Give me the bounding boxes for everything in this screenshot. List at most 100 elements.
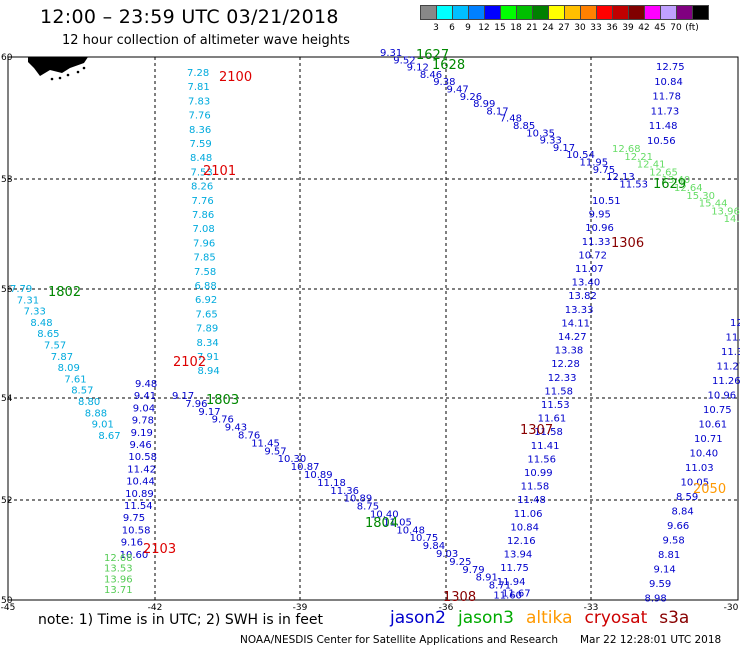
wave-height-value: 10.61: [699, 420, 728, 431]
legend-label-10: 33: [590, 23, 602, 33]
footnote: note: 1) Time is in UTC; 2) SWH is in fe…: [38, 612, 324, 628]
wave-height-value: 6.92: [195, 295, 217, 306]
wave-height-value: 9.47: [447, 85, 469, 96]
wave-height-value: 11.42: [127, 464, 156, 475]
wave-height-value: 9.01: [92, 420, 114, 431]
wave-height-value: 9.46: [130, 440, 152, 451]
satellite-altika: altika: [526, 608, 573, 628]
wave-height-value: 8.48: [190, 153, 212, 164]
wave-height-value: 7.87: [51, 352, 73, 363]
landmass: [28, 57, 88, 76]
wave-height-value: 9.48: [135, 379, 157, 390]
wave-height-value: 8.71: [489, 581, 511, 592]
wave-height-value: 13.82: [568, 291, 597, 302]
wave-height-value: 9.14: [654, 565, 676, 576]
wave-height-value: 10.96: [708, 391, 737, 402]
island-dot: [66, 73, 70, 77]
wave-height-value: 9.66: [667, 521, 689, 532]
legend-label-1: 6: [449, 23, 455, 33]
wave-height-value: 7.86: [192, 210, 214, 221]
legend-label-12: 39: [622, 23, 634, 33]
wave-height-value: 11.78: [652, 92, 681, 103]
wave-height-value: 11.33: [582, 237, 611, 248]
satellite-jason3: jason3: [458, 608, 514, 628]
wave-height-value: 9.43: [225, 423, 247, 434]
wave-height-value: 10.05: [681, 478, 710, 489]
wave-height-value: 11.36: [330, 486, 359, 497]
wave-height-value: 8.59: [676, 492, 698, 503]
lon-label: -36: [439, 603, 454, 613]
pass-label: 1629: [653, 177, 686, 192]
wave-height-value: 13.94: [504, 550, 533, 561]
wave-height-value: 7.79: [10, 284, 32, 295]
wave-height-value: 9.12: [407, 63, 429, 74]
wave-height-value: 12.68: [104, 553, 133, 564]
wave-height-value: 13.96: [104, 574, 133, 585]
wave-height-value: 8.98: [645, 594, 667, 605]
wave-height-value: 10.56: [647, 136, 676, 147]
wave-height-value: 9.03: [436, 549, 458, 560]
wave-height-value: 10.99: [524, 468, 553, 479]
color-legend: 3 6 9 12 15 18 21 24 27 30 33 36 39 42 45 70 (ft): [420, 5, 709, 33]
wave-height-value: 10.72: [578, 250, 607, 261]
wave-height-value: 14.67: [724, 214, 740, 225]
wave-height-value: 11.60: [493, 590, 522, 601]
wave-height-value: 11.05: [383, 517, 412, 528]
lon-label: -30: [724, 603, 739, 613]
legend-label-6: 21: [526, 23, 538, 33]
wave-height-value: 9.19: [131, 428, 153, 439]
wave-height-value: 12.16: [507, 536, 536, 547]
wave-height-value: 8.76: [238, 431, 260, 442]
wave-height-value: 10.87: [291, 462, 320, 473]
wave-height-value: 14.27: [558, 332, 587, 343]
wave-height-value: 7.76: [189, 111, 211, 122]
wave-height-value: 10.89: [125, 489, 154, 500]
wave-height-value: 9.57: [264, 446, 286, 457]
wave-height-value: 8.65: [37, 329, 59, 340]
wave-height-value: 9.17: [172, 391, 194, 402]
wave-height-value: 12.65: [649, 167, 678, 178]
wave-height-value: 8.94: [198, 366, 220, 377]
legend-label-5: 18: [510, 23, 522, 33]
wave-height-value: 11.45: [251, 438, 280, 449]
wave-height-value: 11.58: [534, 427, 563, 438]
legend-label-7: 24: [542, 23, 554, 33]
pass-label: 2102: [173, 355, 206, 370]
wave-height-value: 7.58: [194, 267, 216, 278]
legend-label-11: 36: [606, 23, 618, 33]
wave-height-value: 10.84: [510, 522, 539, 533]
wave-height-value: 8.36: [189, 125, 211, 136]
wave-height-value: 11.75: [500, 563, 529, 574]
wave-height-value: 7.08: [193, 224, 215, 235]
lat-label: 60: [1, 53, 13, 63]
wave-height-value: 11.30: [721, 347, 740, 358]
wave-height-value: 12.68: [612, 144, 641, 155]
wave-height-value: 11.4: [726, 333, 740, 344]
wave-height-value: 8.67: [98, 431, 120, 442]
wave-height-value: 8.80: [78, 397, 100, 408]
wave-height-value: 10.75: [410, 533, 439, 544]
wave-height-value: 12.33: [548, 373, 577, 384]
map-frame: [7, 56, 739, 601]
wave-height-value: 11.94: [497, 577, 526, 588]
wave-height-value: 9.17: [198, 407, 220, 418]
wave-height-value: 10.51: [592, 196, 621, 207]
wave-height-value: 10.71: [694, 434, 723, 445]
wave-height-value: 11.26: [712, 376, 740, 387]
pass-label: 1627: [416, 48, 449, 63]
pass-label: 1802: [48, 285, 81, 300]
lon-label: -33: [584, 603, 599, 613]
wave-height-value: 7.89: [196, 324, 218, 335]
wave-height-value: 9.04: [133, 403, 155, 414]
pass-label: 1803: [206, 393, 239, 408]
wave-height-value: 7.31: [17, 295, 39, 306]
pass-label: 1804: [365, 516, 398, 531]
lat-label: 56: [1, 285, 13, 295]
legend-label-8: 27: [558, 23, 570, 33]
wave-height-value: 11.07: [575, 264, 604, 275]
wave-height-value: 9.75: [123, 513, 145, 524]
wave-height-value: 10.35: [526, 128, 555, 139]
wave-height-value: 13.40: [662, 175, 691, 186]
wave-height-value: 13.96: [711, 206, 740, 217]
wave-height-value: 9.58: [663, 536, 685, 547]
